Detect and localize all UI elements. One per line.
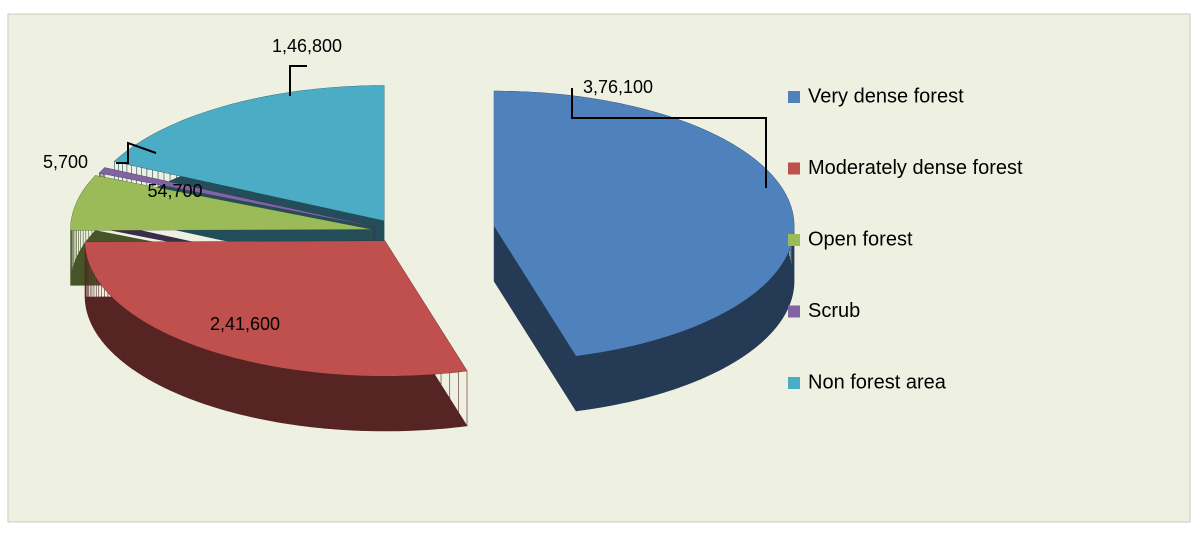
leader-line [116,141,157,164]
leader-line [289,65,307,96]
data-label: 1,46,800 [272,36,342,56]
slice [85,241,468,376]
slice [99,167,375,227]
legend-label: Open forest [808,228,913,250]
legend-swatch [788,305,800,318]
legend-label: Very dense forest [808,85,964,107]
legend-swatch [788,234,800,246]
data-label: 2,41,600 [210,314,280,334]
legend-swatch [788,162,800,175]
legend-swatch [788,377,800,389]
data-label: 5,700 [43,152,88,172]
slice [70,175,371,231]
data-label: 54,700 [147,181,202,201]
slice [114,85,385,221]
slice [494,91,795,356]
leader-line [571,88,767,188]
legend-label: Non forest area [808,371,947,393]
legend-label: Scrub [808,300,860,322]
legend-swatch [788,91,800,103]
data-label: 3,76,100 [583,77,653,97]
legend-label: Moderately dense forest [808,157,1023,179]
